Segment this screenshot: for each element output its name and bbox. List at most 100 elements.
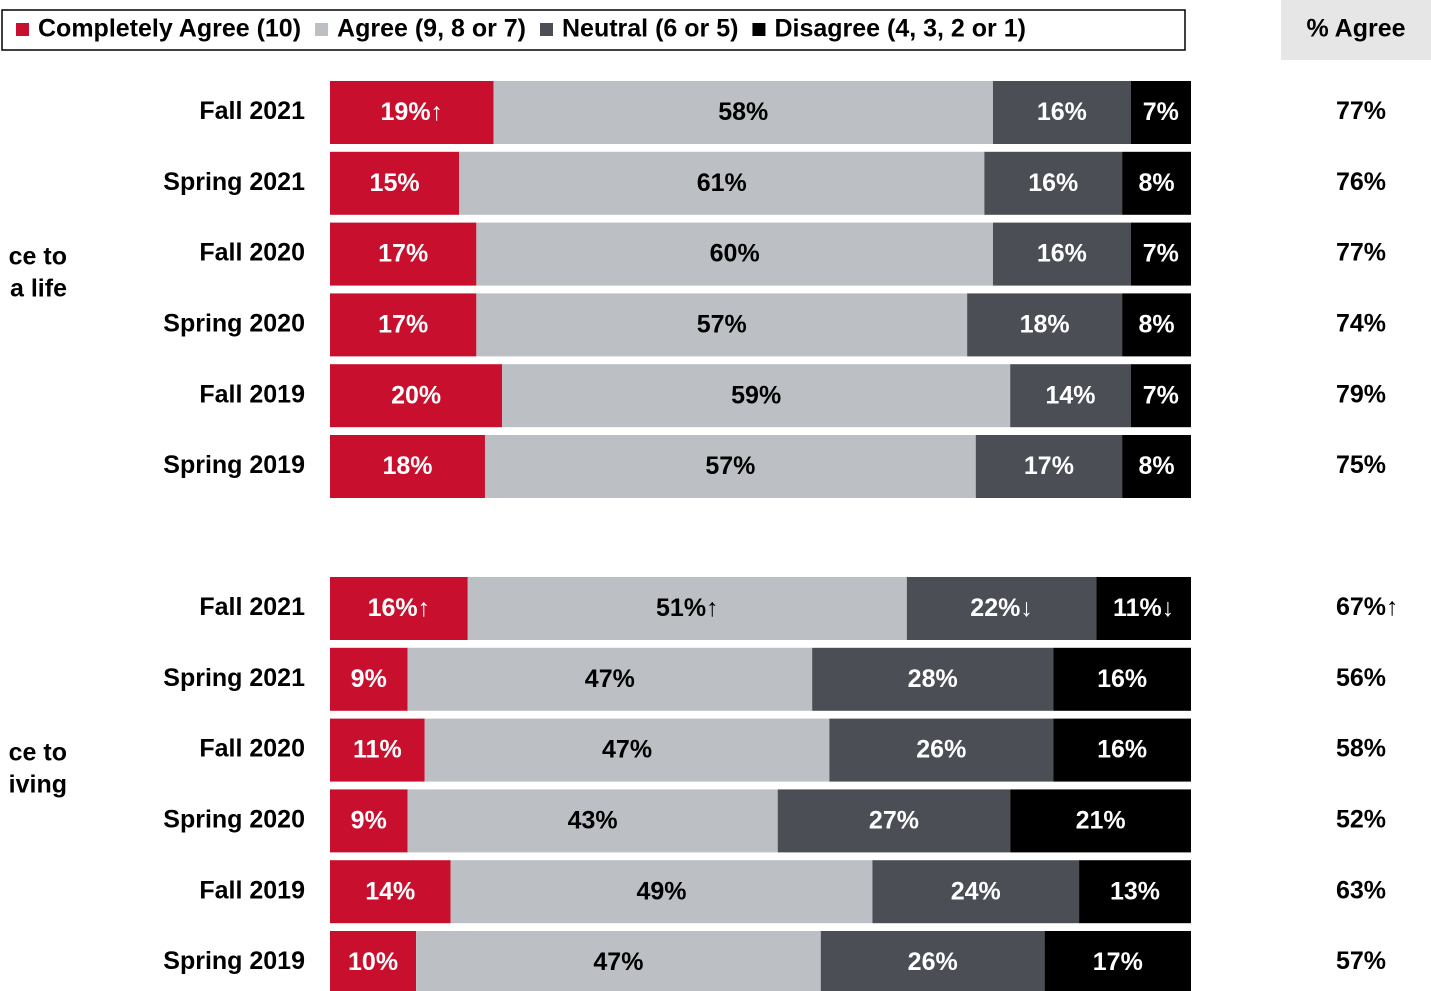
agree-value: 75% bbox=[1336, 451, 1386, 479]
value-label: 7% bbox=[1143, 240, 1179, 268]
value-label: 21% bbox=[1076, 807, 1126, 835]
agree-value: 58% bbox=[1336, 735, 1386, 763]
value-label: 59% bbox=[731, 381, 781, 409]
value-label: 20% bbox=[391, 381, 441, 409]
value-label: 16%↑ bbox=[368, 594, 431, 622]
agree-value: 63% bbox=[1336, 876, 1386, 904]
bar-segment bbox=[820, 931, 1045, 991]
bar-segment bbox=[330, 647, 408, 711]
legend-label: Disagree (4, 3, 2 or 1) bbox=[774, 15, 1026, 43]
bar-segment bbox=[330, 789, 408, 853]
agree-header: % Agree bbox=[1306, 15, 1405, 43]
bar-segment bbox=[493, 81, 993, 144]
bar-segment bbox=[407, 647, 813, 711]
group-label: a life bbox=[10, 275, 67, 303]
bar-segment bbox=[330, 81, 494, 144]
category-label: Spring 2020 bbox=[163, 806, 305, 834]
bar-segment bbox=[812, 647, 1054, 711]
category-label: Spring 2021 bbox=[163, 168, 305, 196]
agree-value: 67%↑ bbox=[1336, 593, 1399, 621]
value-label: 49% bbox=[636, 877, 686, 905]
value-label: 47% bbox=[593, 948, 643, 976]
value-label: 19%↑ bbox=[381, 98, 444, 126]
bar-segment bbox=[1130, 364, 1191, 428]
agree-value: 79% bbox=[1336, 380, 1386, 408]
legend-label: Neutral (6 or 5) bbox=[562, 15, 738, 43]
bar-segment bbox=[330, 364, 503, 428]
value-label: 16% bbox=[1037, 240, 1087, 268]
value-label: 27% bbox=[869, 807, 919, 835]
bar-segment bbox=[1122, 293, 1191, 357]
bar-segment bbox=[829, 718, 1054, 782]
bar-segment bbox=[1079, 860, 1191, 924]
bar-segment bbox=[967, 293, 1123, 357]
bar-segment bbox=[1096, 577, 1191, 640]
category-label: Fall 2020 bbox=[199, 239, 305, 267]
bar-segment bbox=[330, 293, 477, 357]
bar-segment bbox=[906, 577, 1097, 640]
value-label: 16% bbox=[1097, 736, 1147, 764]
value-label: 47% bbox=[602, 736, 652, 764]
value-label: 24% bbox=[951, 877, 1001, 905]
bar-segment bbox=[450, 860, 873, 924]
bar-segment bbox=[330, 435, 485, 498]
bar-segment bbox=[424, 718, 830, 782]
bar-segment bbox=[476, 293, 968, 357]
category-label: Fall 2021 bbox=[199, 97, 305, 125]
value-label: 28% bbox=[908, 665, 958, 693]
category-label: Fall 2019 bbox=[199, 876, 305, 904]
bar-segment bbox=[872, 860, 1080, 924]
category-label: Fall 2020 bbox=[199, 735, 305, 763]
category-label: Spring 2019 bbox=[163, 947, 305, 975]
bar-segment bbox=[484, 435, 976, 498]
agree-value: 57% bbox=[1336, 947, 1386, 975]
bar-segment bbox=[502, 364, 1011, 428]
bar-segment bbox=[1053, 647, 1191, 711]
value-label: 14% bbox=[1045, 381, 1095, 409]
value-label: 10% bbox=[348, 948, 398, 976]
bar-segment bbox=[992, 81, 1131, 144]
bar-segment bbox=[407, 789, 778, 853]
legend-label: Completely Agree (10) bbox=[38, 15, 301, 43]
value-label: 18% bbox=[1020, 311, 1070, 339]
value-label: 17% bbox=[1024, 452, 1074, 480]
value-label: 7% bbox=[1143, 98, 1179, 126]
value-label: 60% bbox=[710, 240, 760, 268]
bar-segment bbox=[330, 577, 468, 640]
bar-segment bbox=[330, 222, 477, 286]
bar-segment bbox=[416, 931, 821, 991]
agree-header-box bbox=[1281, 0, 1431, 60]
agree-value: 77% bbox=[1336, 97, 1386, 125]
value-label: 7% bbox=[1143, 381, 1179, 409]
bar-segment bbox=[1053, 718, 1191, 782]
value-label: 26% bbox=[908, 948, 958, 976]
value-label: 17% bbox=[378, 311, 428, 339]
value-label: 9% bbox=[351, 807, 387, 835]
bar-segment bbox=[330, 151, 460, 215]
value-label: 61% bbox=[697, 169, 747, 197]
bar-segment bbox=[467, 577, 907, 640]
value-label: 17% bbox=[1093, 948, 1143, 976]
value-label: 57% bbox=[697, 311, 747, 339]
legend-swatch bbox=[16, 23, 29, 36]
value-label: 14% bbox=[365, 877, 415, 905]
value-label: 22%↓ bbox=[970, 594, 1033, 622]
value-label: 43% bbox=[568, 807, 618, 835]
legend-swatch bbox=[540, 23, 553, 36]
value-label: 16% bbox=[1037, 98, 1087, 126]
agree-value: 56% bbox=[1336, 664, 1386, 692]
agree-value: 77% bbox=[1336, 239, 1386, 267]
bar-segment bbox=[330, 860, 451, 924]
bar-segment bbox=[330, 718, 425, 782]
value-label: 8% bbox=[1138, 311, 1174, 339]
value-label: 47% bbox=[585, 665, 635, 693]
value-label: 18% bbox=[382, 452, 432, 480]
legend-swatch bbox=[315, 23, 329, 36]
agree-value: 74% bbox=[1336, 310, 1386, 338]
category-label: Spring 2021 bbox=[163, 664, 305, 692]
value-label: 17% bbox=[378, 240, 428, 268]
value-label: 11%↓ bbox=[1113, 594, 1174, 622]
category-label: Spring 2019 bbox=[163, 451, 305, 479]
bar-segment bbox=[1044, 931, 1191, 991]
